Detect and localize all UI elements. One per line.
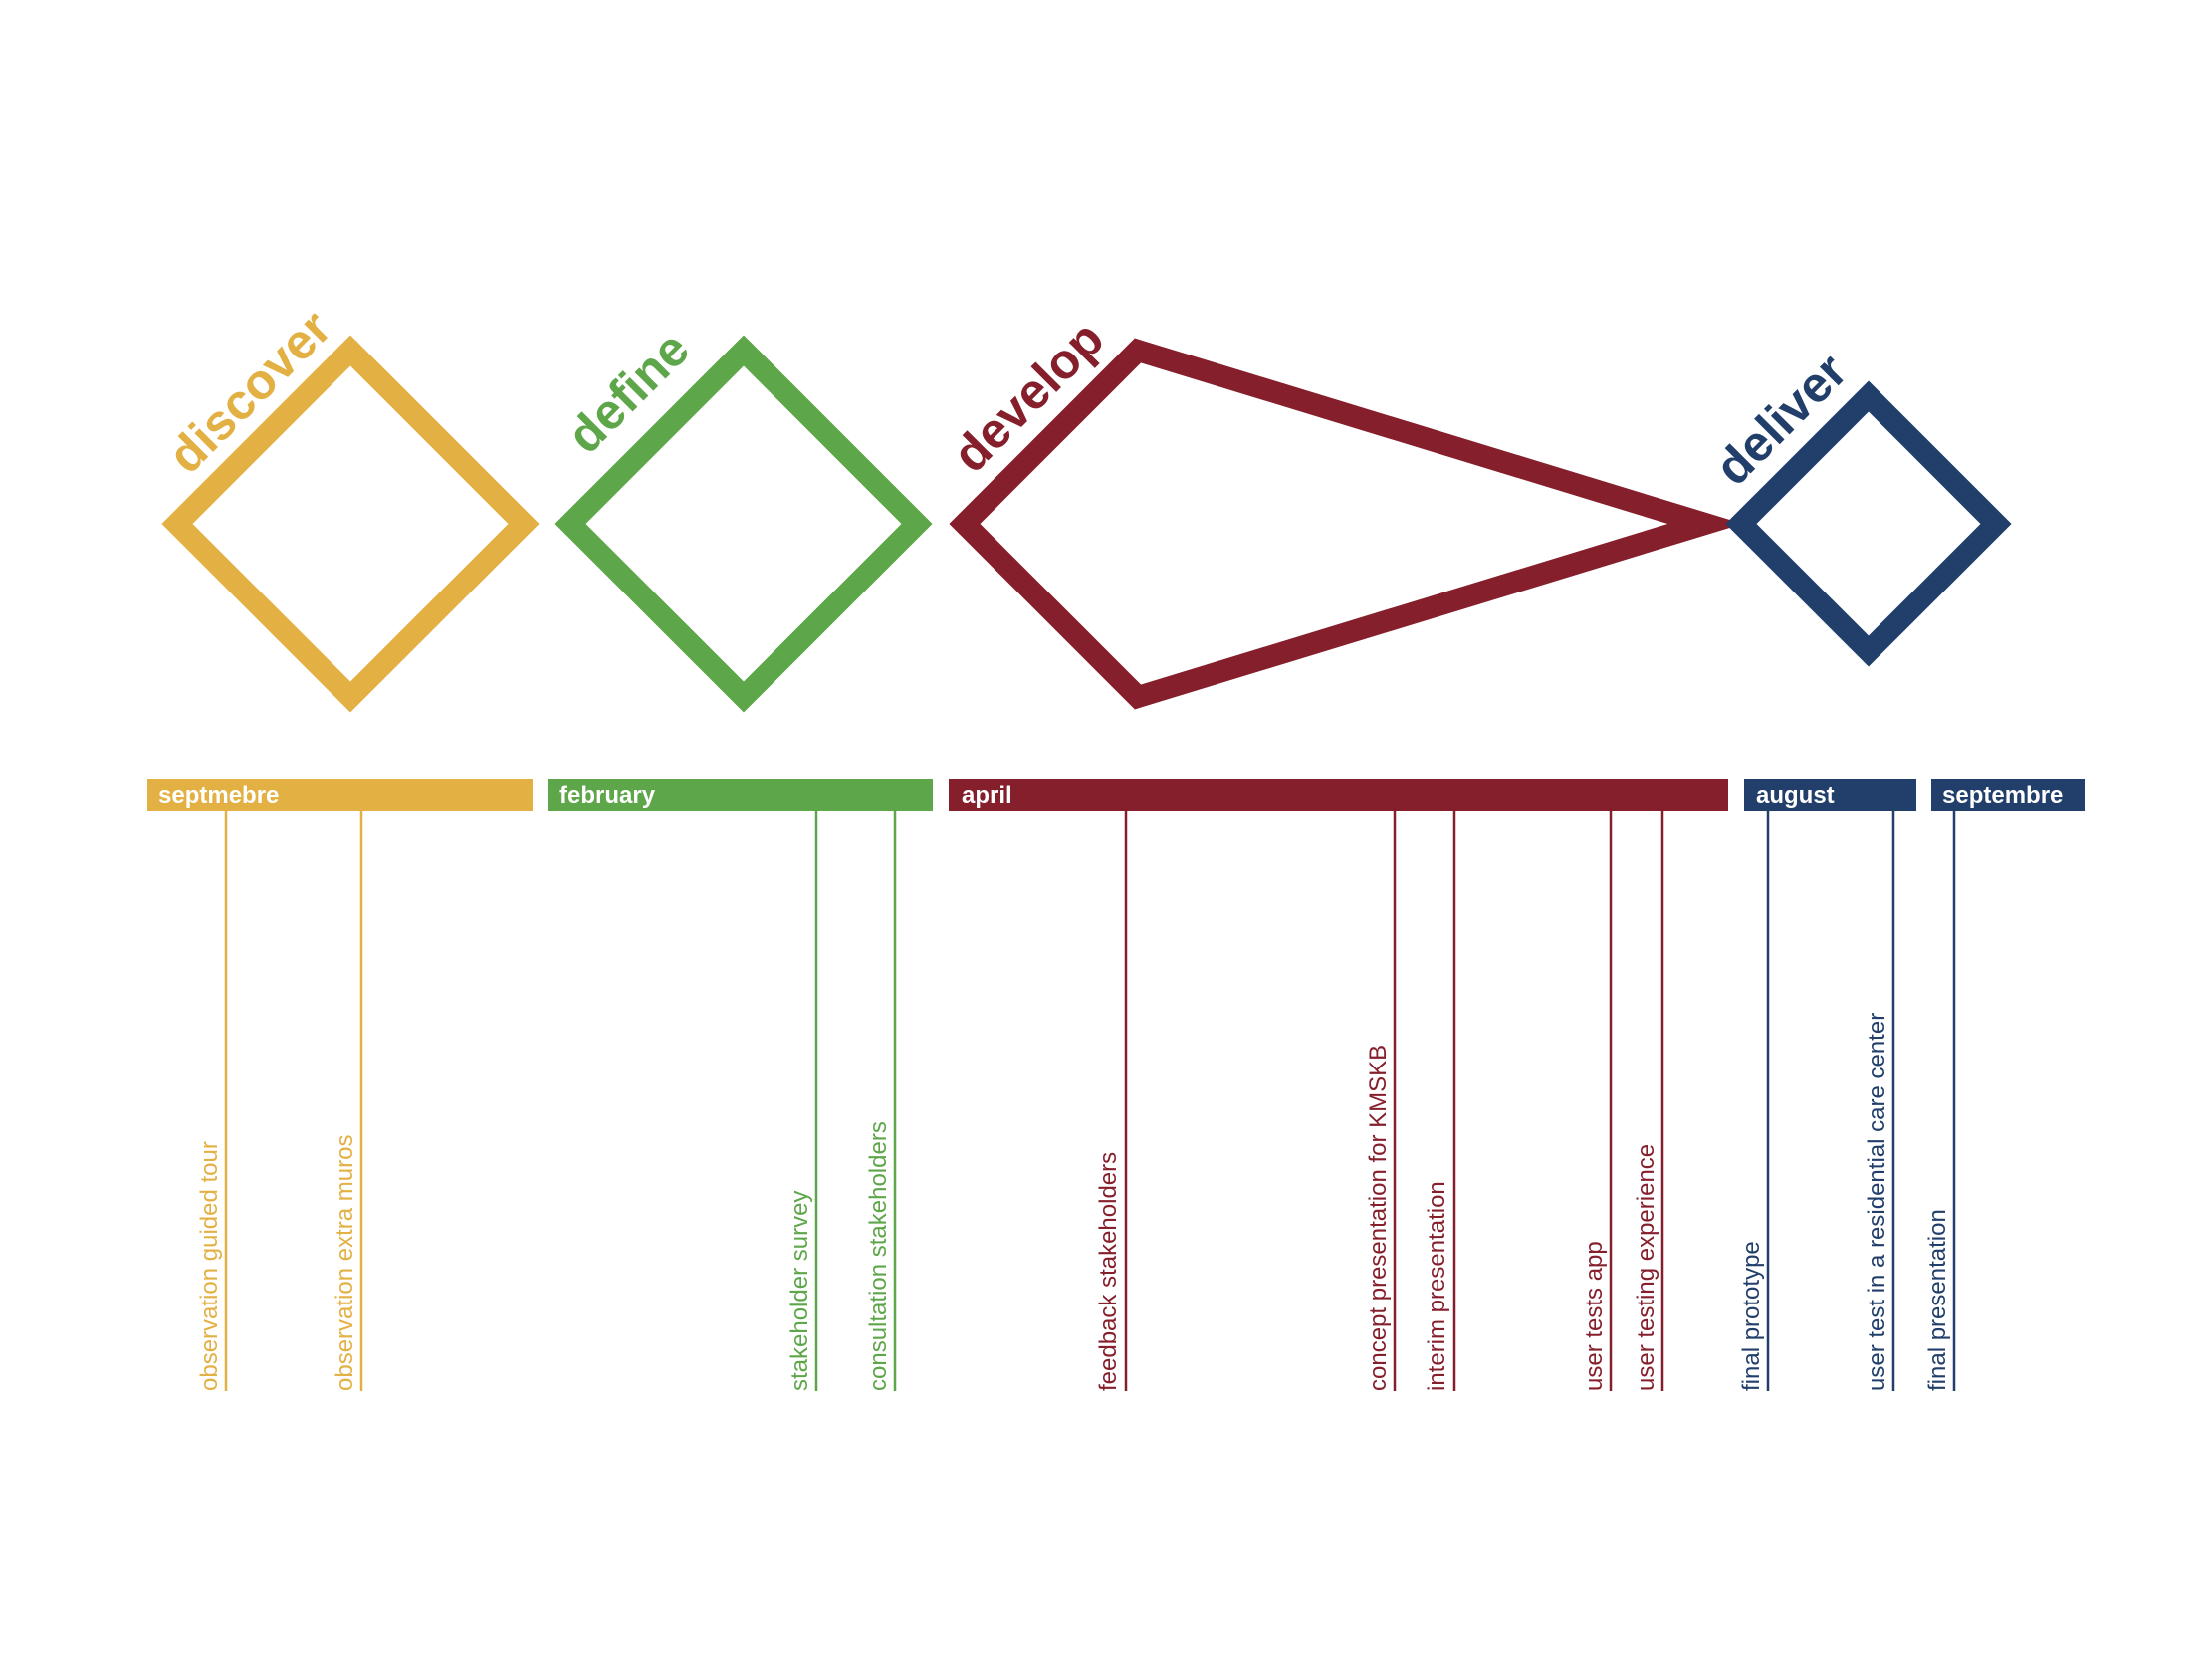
milestone-final-presentation: final presentation [1924,811,1956,1391]
milestone-user-test-in-a-residential-care-center: user test in a residential care center [1864,811,1895,1391]
define-label: define [556,321,700,464]
svg-text:consultation stakeholders: consultation stakeholders [865,1121,892,1391]
svg-text:user test in a residential car: user test in a residential care center [1864,1013,1890,1391]
month-bar-february: february [548,779,933,811]
milestone-stakeholder-survey: stakeholder survey [786,811,818,1391]
svg-text:observation extra muros: observation extra muros [332,1135,358,1391]
milestone-consultation-stakeholders: consultation stakeholders [865,811,897,1391]
month-label: april [962,782,1012,809]
month-label: septmebre [158,782,279,809]
milestone-interim-presentation: interim presentation [1424,811,1456,1391]
svg-text:observation guided tour: observation guided tour [196,1141,223,1391]
milestone-user-testing-experience: user testing experience [1633,811,1664,1391]
svg-text:user testing experience: user testing experience [1633,1144,1659,1391]
svg-text:concept presentation for KMSKB: concept presentation for KMSKB [1365,1045,1392,1391]
milestone-observation-guided-tour: observation guided tour [196,811,228,1391]
svg-text:stakeholder survey: stakeholder survey [786,1191,813,1391]
svg-text:final presentation: final presentation [1924,1209,1951,1391]
svg-text:user tests app: user tests app [1581,1241,1608,1391]
month-bar-septembre: septembre [1931,779,2085,811]
month-label: septembre [1942,782,2063,809]
svg-text:interim presentation: interim presentation [1424,1181,1450,1391]
milestone-concept-presentation-for-kmskb: concept presentation for KMSKB [1365,811,1397,1391]
milestone-observation-extra-muros: observation extra muros [332,811,363,1391]
month-label: august [1756,782,1835,809]
discover-diamond [161,335,540,713]
month-bar-april: april [949,779,1728,811]
define-diamond [554,335,933,713]
svg-text:feedback stakeholders: feedback stakeholders [1095,1152,1122,1391]
milestone-user-tests-app: user tests app [1581,811,1613,1391]
svg-text:final prototype: final prototype [1738,1241,1765,1391]
develop-kite [949,338,1743,710]
month-bar-august: august [1744,779,1916,811]
milestone-feedback-stakeholders: feedback stakeholders [1095,811,1128,1391]
milestone-final-prototype: final prototype [1738,811,1770,1391]
month-bar-septmebre: septmebre [147,779,533,811]
deliver-diamond [1725,380,2012,667]
month-label: february [559,782,656,809]
